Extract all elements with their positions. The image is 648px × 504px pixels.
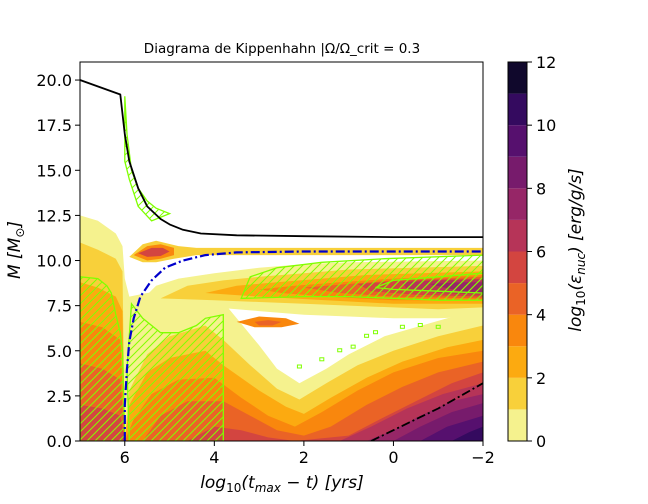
convective-zone	[126, 302, 224, 441]
colorbar-tick-label: 4	[536, 306, 546, 325]
convective-speck	[399, 324, 405, 329]
colorbar-level	[508, 314, 527, 347]
chart-title: Diagrama de Kippenhahn |Ω/Ω_crit = 0.3	[144, 41, 420, 57]
colorbar-title: log10(εnuc) [erg/g/s]	[566, 168, 588, 332]
convective-speck	[417, 322, 423, 327]
y-tick-label: 2.5	[47, 387, 72, 406]
y-tick-label: 20.0	[36, 71, 72, 90]
convective-zone	[80, 276, 126, 441]
plot-area	[80, 62, 483, 441]
convective-speck	[337, 348, 343, 353]
y-tick-label: 17.5	[36, 116, 72, 135]
x-tick-label: −2	[471, 448, 495, 467]
x-axis: 6 4 2 0 −2	[120, 441, 495, 467]
convective-speck	[373, 330, 379, 335]
contour-region	[138, 247, 170, 257]
convective-speck	[364, 333, 370, 338]
contour-region	[254, 320, 282, 326]
convective-speck	[435, 324, 441, 329]
x-tick-label: 2	[299, 448, 309, 467]
colorbar-tick-label: 6	[536, 243, 546, 262]
colorbar-tick-label: 0	[536, 432, 546, 451]
y-tick-label: 12.5	[36, 206, 72, 225]
y-tick-label: 15.0	[36, 161, 72, 180]
colorbar-level	[508, 188, 527, 220]
total-mass-line	[80, 79, 483, 239]
colorbar-tick-label: 12	[536, 53, 556, 72]
colorbar-tick-label: 10	[536, 116, 556, 135]
colorbar-level	[508, 346, 527, 378]
colorbar-level	[508, 283, 527, 315]
colorbar-level	[508, 93, 527, 126]
boundary-lines	[80, 79, 483, 441]
x-tick-label: 4	[209, 448, 219, 467]
colorbar-level	[508, 125, 527, 157]
he-core-line	[123, 250, 483, 441]
co-core-line	[370, 382, 483, 441]
colorbar-level	[508, 377, 527, 410]
convective-speck	[296, 364, 302, 369]
x-tick-label: 6	[120, 448, 130, 467]
colorbar-level	[508, 62, 527, 94]
convective-speck	[319, 357, 325, 362]
contour-region	[451, 426, 483, 441]
convective-speck	[350, 344, 356, 349]
colorbar-level	[508, 251, 527, 284]
colorbar-tick-label: 2	[536, 369, 546, 388]
y-tick-label: 0.0	[47, 432, 72, 451]
convective-zone	[375, 272, 483, 294]
colorbar-level	[508, 219, 527, 252]
y-axis: 0.0 2.5 5.0 7.5 10.0 12.5 15.0 17.5 20.0	[36, 71, 80, 451]
y-tick-label: 7.5	[47, 297, 72, 316]
colorbar-level	[508, 409, 527, 441]
plot-frame	[79, 61, 484, 442]
y-axis-title: M [M⊙]	[5, 221, 27, 279]
y-tick-label: 5.0	[47, 342, 72, 361]
y-tick-label: 10.0	[36, 252, 72, 271]
colorbar: 0 2 4 6 8 10 12	[507, 53, 556, 451]
x-tick-label: 0	[388, 448, 398, 467]
colorbar-tick-label: 8	[536, 179, 546, 198]
colorbar-level	[508, 156, 527, 189]
convective-zones	[80, 96, 483, 441]
x-axis-title: log10(tmax − t) [yrs]	[200, 473, 364, 495]
